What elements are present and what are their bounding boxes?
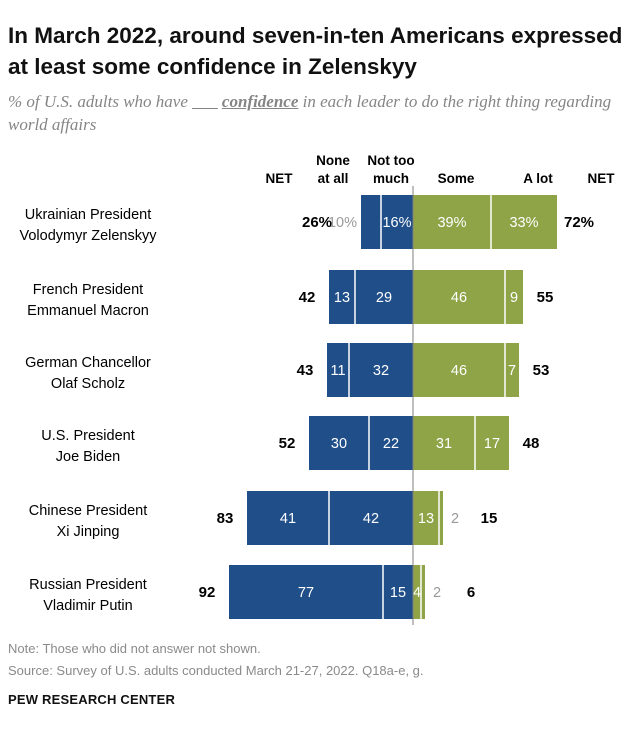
net-negative-value: 92: [199, 584, 216, 601]
net-negative-value: 52: [279, 435, 296, 452]
bar-none-at-all: [327, 343, 349, 397]
net-positive-value: 53: [533, 362, 550, 379]
row-label-line1: U.S. President: [41, 428, 135, 444]
bar-some: [413, 343, 505, 397]
row-label-line1: German Chancellor: [25, 355, 151, 371]
data-label-not-too-much: 16%: [382, 215, 411, 231]
bar-not-too-much: [349, 343, 413, 397]
data-label-none-at-all: 77: [298, 585, 314, 601]
data-label-a-lot: 2: [451, 511, 459, 527]
subtitle-text-after: in each leader to do the right thing reg…: [8, 92, 612, 134]
bar-not-too-much: [383, 565, 413, 619]
bar-none-at-all: [247, 491, 329, 545]
bar-a-lot: [505, 343, 519, 397]
row-label-line2: Vladimir Putin: [43, 598, 132, 614]
footer-brand: PEW RESEARCH CENTER: [8, 692, 176, 707]
net-positive-value: 48: [523, 435, 540, 452]
bar-a-lot: [421, 565, 425, 619]
net-negative-value: 26%: [302, 214, 332, 231]
bar-some: [413, 565, 421, 619]
header-net-positive: NET: [588, 171, 616, 186]
subtitle-text-before: % of U.S. adults who have: [8, 92, 193, 111]
data-label-not-too-much: 29: [376, 290, 392, 306]
bar-not-too-much: [355, 270, 413, 324]
chart-note: Note: Those who did not answer not shown…: [8, 641, 261, 656]
bar-none-at-all: [329, 270, 355, 324]
bar-none-at-all: [361, 195, 381, 249]
header-net-negative: NET: [266, 171, 294, 186]
data-label-none-at-all: 41: [280, 511, 296, 527]
data-label-not-too-much: 32: [373, 363, 389, 379]
data-label-not-too-much: 42: [363, 511, 379, 527]
bar-a-lot: [505, 270, 523, 324]
net-positive-value: 15: [481, 510, 498, 527]
chart-title: In March 2022, around seven-in-ten Ameri…: [8, 23, 623, 79]
chart-source: Source: Survey of U.S. adults conducted …: [8, 663, 424, 678]
data-label-not-too-much: 22: [383, 436, 399, 452]
net-negative-value: 42: [299, 289, 316, 306]
data-label-some: 31: [436, 436, 452, 452]
bar-none-at-all: [229, 565, 383, 619]
data-label-some: 4: [413, 585, 421, 601]
subtitle-blank: ___: [192, 92, 218, 111]
row-label-line2: Emmanuel Macron: [27, 303, 149, 319]
data-label-none-at-all: 13: [334, 290, 350, 306]
data-label-some: 46: [451, 290, 467, 306]
header-none-at-all-line1: None: [316, 153, 350, 168]
data-label-a-lot: 33%: [509, 215, 538, 231]
data-label-some: 39%: [437, 215, 466, 231]
data-label-a-lot: 9: [510, 290, 518, 306]
net-negative-value: 43: [297, 362, 314, 379]
header-some: Some: [438, 171, 475, 186]
bar-not-too-much: [369, 416, 413, 470]
data-label-a-lot: 17: [484, 436, 500, 452]
row-label-line1: Ukrainian President: [25, 207, 152, 223]
data-label-some: 46: [451, 363, 467, 379]
row-label-line1: Chinese President: [29, 503, 148, 519]
bar-a-lot: [475, 416, 509, 470]
chart-subtitle: % of U.S. adults who have ___ confidence…: [8, 90, 628, 136]
row-label-line1: French President: [33, 282, 143, 298]
net-negative-value: 83: [217, 510, 234, 527]
header-not-too-much-line2: much: [373, 171, 409, 186]
row-label-line2: Joe Biden: [56, 449, 121, 465]
bar-a-lot: [439, 491, 443, 545]
header-a-lot: A lot: [523, 171, 553, 186]
diverging-bar-chart: NET None at all Not too much Some A lot NET Ukra…: [20, 153, 616, 625]
data-label-a-lot: 2: [433, 585, 441, 601]
net-positive-value: 72%: [564, 214, 594, 231]
bar-some: [413, 195, 491, 249]
data-label-none-at-all: 30: [331, 436, 347, 452]
row-label-line2: Volodymyr Zelenskyy: [20, 228, 158, 244]
row-label-line2: Olaf Scholz: [51, 376, 125, 392]
net-positive-value: 55: [537, 289, 554, 306]
data-label-some: 13: [418, 511, 434, 527]
bar-some: [413, 491, 439, 545]
row-label-line1: Russian President: [29, 577, 147, 593]
net-positive-value: 6: [467, 584, 475, 601]
bar-some: [413, 270, 505, 324]
bar-some: [413, 416, 475, 470]
data-label-none-at-all: 10%: [328, 215, 357, 231]
bar-none-at-all: [309, 416, 369, 470]
bar-not-too-much: [381, 195, 413, 249]
data-label-none-at-all: 11: [330, 363, 345, 379]
subtitle-keyword: confidence: [221, 92, 299, 111]
data-label-a-lot: 7: [508, 363, 516, 379]
row-label-line2: Xi Jinping: [57, 524, 120, 540]
header-not-too-much-line1: Not too: [367, 153, 414, 168]
header-none-at-all-line2: at all: [318, 171, 349, 186]
bar-a-lot: [491, 195, 557, 249]
bar-not-too-much: [329, 491, 413, 545]
data-label-not-too-much: 15: [390, 585, 406, 601]
